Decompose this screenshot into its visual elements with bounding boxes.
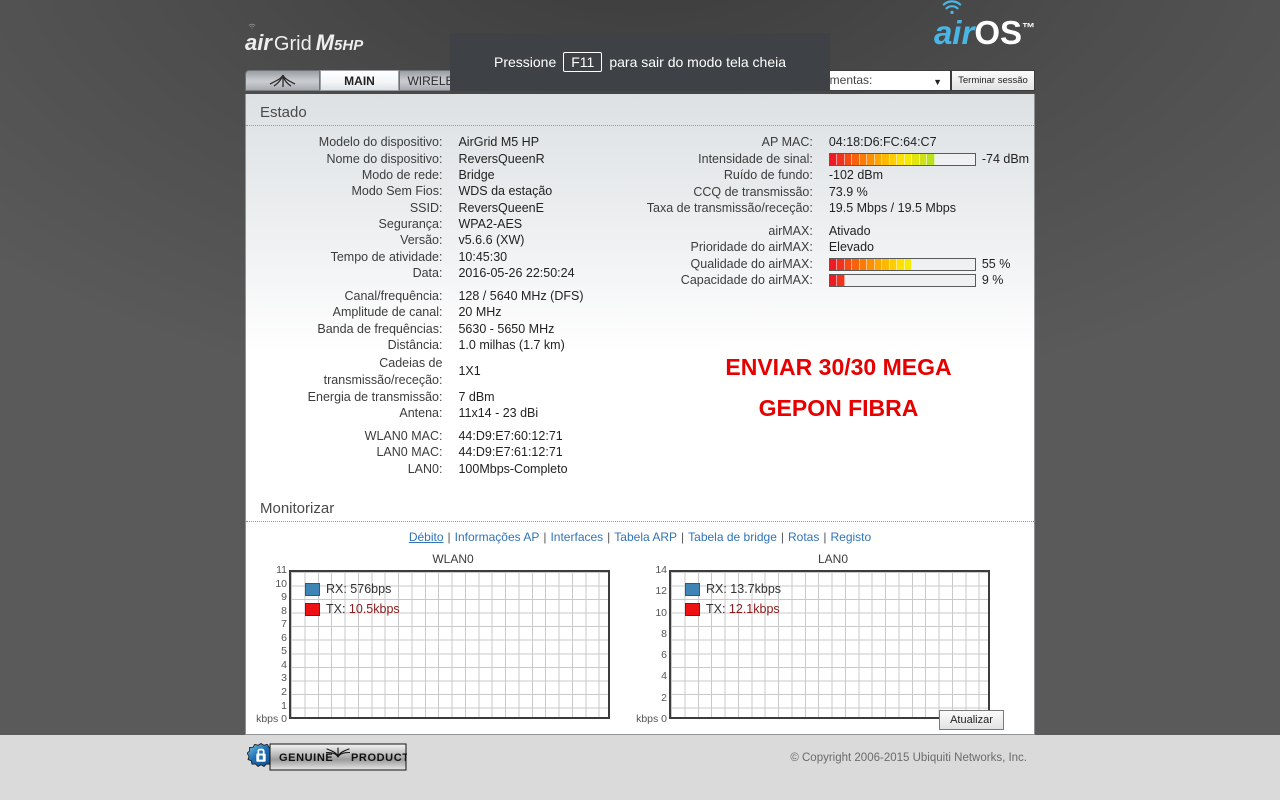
svg-text:PRODUCT: PRODUCT bbox=[351, 752, 407, 764]
svg-text:GENUINE: GENUINE bbox=[279, 752, 333, 764]
